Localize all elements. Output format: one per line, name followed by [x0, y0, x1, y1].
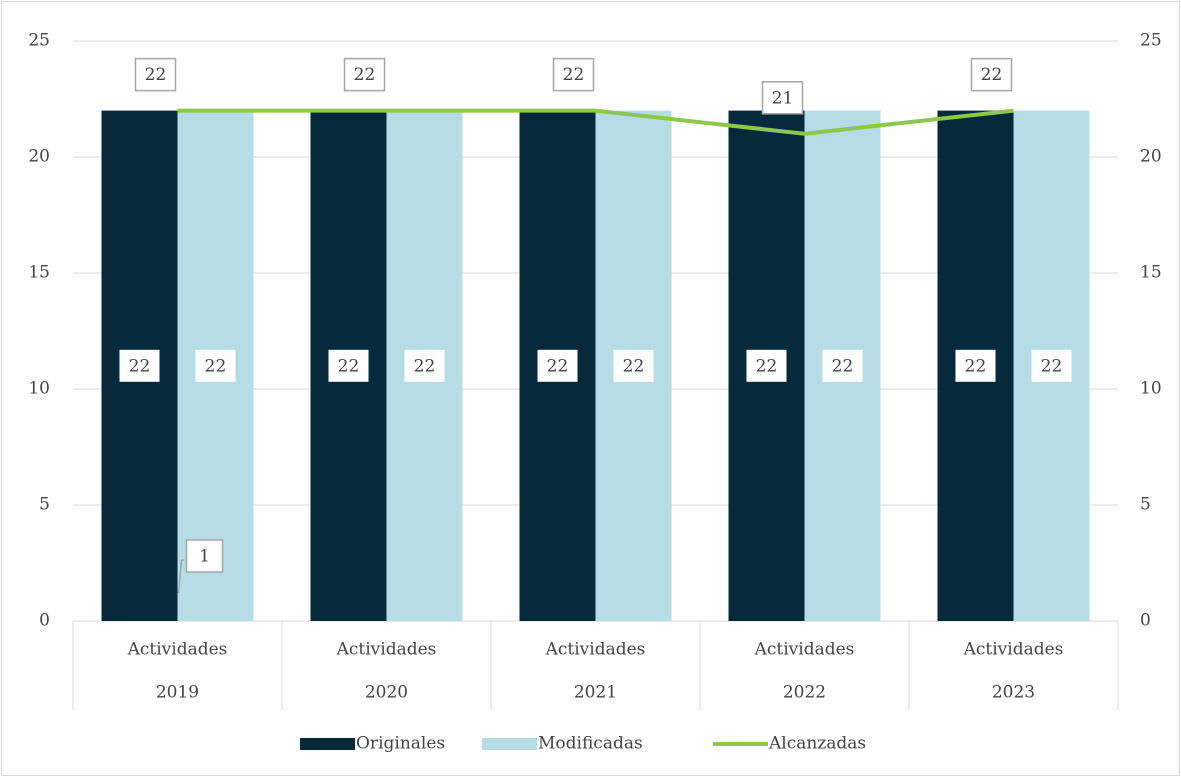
x-tick-label: 2023: [992, 683, 1035, 703]
data-label-box: [552, 57, 595, 92]
annotation-box: [185, 539, 224, 573]
y2-tick-label: 20: [1140, 147, 1162, 167]
line: [177, 108, 1014, 136]
y-tick-label: 25: [28, 31, 50, 51]
y2-tick-label: 25: [1140, 31, 1162, 51]
category-group-label: Actividades: [963, 640, 1064, 660]
data-label-box: [970, 57, 1013, 92]
data-label-box: [119, 349, 160, 382]
data-label: 22: [756, 356, 778, 376]
data-label: 22: [338, 356, 360, 376]
legend-swatch: [482, 738, 537, 750]
data-label-box: [761, 81, 804, 115]
data-label: 22: [563, 65, 585, 85]
data-label-box: [955, 349, 996, 382]
y2-tick-label: 10: [1140, 379, 1162, 399]
x-tick-label: 2022: [783, 683, 826, 703]
data-label: 22: [981, 65, 1003, 85]
y2-tick-label: 15: [1140, 263, 1162, 283]
x-tick-label: 2020: [365, 683, 408, 703]
data-label: 22: [129, 356, 151, 376]
data-label: 22: [205, 356, 227, 376]
y-tick-label: 20: [28, 147, 50, 167]
data-label: 21: [772, 88, 794, 108]
data-label: 22: [1041, 356, 1063, 376]
legend-swatch: [300, 738, 355, 750]
y2-tick-label: 5: [1140, 495, 1151, 515]
leader-line: [177, 559, 185, 594]
data-label: 22: [414, 356, 436, 376]
data-label-box: [328, 349, 369, 382]
y-tick-label: 0: [39, 611, 50, 631]
y2-tick-label: 0: [1140, 611, 1151, 631]
category-group-label: Actividades: [336, 640, 437, 660]
y-tick-label: 15: [28, 263, 50, 283]
data-label-box: [404, 349, 445, 382]
category-group-label: Actividades: [545, 640, 646, 660]
data-label-box: [537, 349, 578, 382]
data-label-box: [613, 349, 654, 382]
data-label-box: [134, 57, 177, 92]
legend-label: Modificadas: [538, 734, 643, 754]
data-label-box: [1031, 349, 1072, 382]
x-tick-label: 2021: [574, 683, 617, 703]
y-tick-label: 10: [28, 379, 50, 399]
data-label-box: [746, 349, 787, 382]
annotation: 1: [199, 547, 210, 567]
legend-label: Originales: [356, 734, 445, 754]
data-label-box: [343, 57, 386, 92]
category-group-label: Actividades: [127, 640, 228, 660]
data-label: 22: [623, 356, 645, 376]
x-tick-label: 2019: [156, 683, 199, 703]
data-label: 22: [145, 65, 167, 85]
data-label-box: [195, 349, 236, 382]
data-label-box: [822, 349, 863, 382]
data-label: 22: [965, 356, 987, 376]
data-label: 22: [354, 65, 376, 85]
data-label: 22: [547, 356, 569, 376]
y-tick-label: 5: [39, 495, 50, 515]
category-group-label: Actividades: [754, 640, 855, 660]
data-label: 22: [832, 356, 854, 376]
legend-label: Alcanzadas: [768, 734, 866, 754]
